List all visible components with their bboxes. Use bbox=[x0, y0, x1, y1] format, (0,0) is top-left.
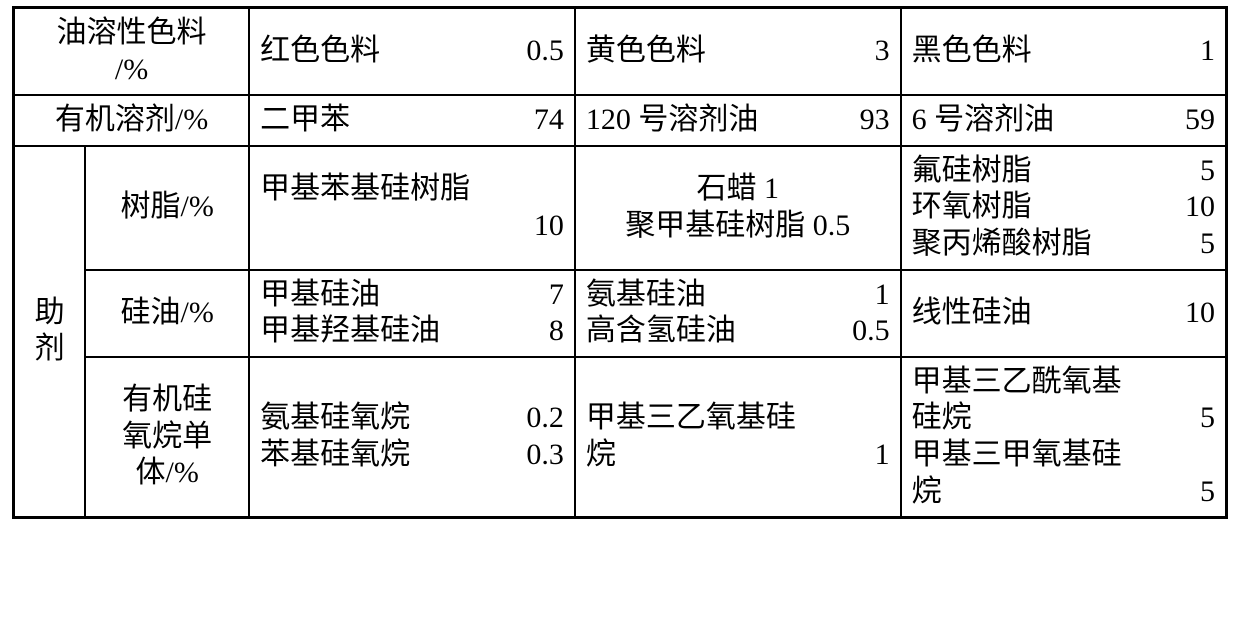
resin-c3-a-name: 氟硅树脂 bbox=[912, 153, 1032, 190]
aux-char-1: 助 bbox=[25, 295, 74, 332]
silox-c3-a1: 甲基三乙酰氧基 bbox=[912, 364, 1215, 401]
silox-c3-a2-val: 5 bbox=[1200, 400, 1215, 437]
silox-c2-l2-val: 1 bbox=[875, 437, 890, 474]
resin-c3-c-name: 聚丙烯酸树脂 bbox=[912, 226, 1092, 263]
pigment-c3-val: 1 bbox=[1200, 33, 1215, 70]
solvent-c1-name: 二甲苯 bbox=[260, 102, 350, 139]
cell-oil-c2: 氨基硅油 1 高含氢硅油 0.5 bbox=[575, 270, 901, 357]
cell-silox-c3: 甲基三乙酰氧基 硅烷 5 甲基三甲氧基硅 烷 5 bbox=[901, 357, 1227, 518]
header-pigment-l1: 油溶性色料 bbox=[25, 15, 238, 52]
oil-c1-a-name: 甲基硅油 bbox=[260, 277, 380, 314]
cell-solvent-c1: 二甲苯 74 bbox=[249, 95, 575, 146]
header-pigment: 油溶性色料 /% bbox=[14, 8, 250, 96]
solvent-c3-name: 6 号溶剂油 bbox=[912, 102, 1055, 139]
resin-c3-b-name: 环氧树脂 bbox=[912, 189, 1032, 226]
resin-c1-val: 10 bbox=[260, 208, 564, 245]
oil-c1-b-name: 甲基羟基硅油 bbox=[260, 313, 440, 350]
cell-pigment-c2: 黄色色料 3 bbox=[575, 8, 901, 96]
row-pigment: 油溶性色料 /% 红色色料 0.5 黄色色料 3 黑色色料 1 bbox=[14, 8, 1227, 96]
siloxane-h-l1: 有机硅 bbox=[96, 382, 238, 419]
row-solvent: 有机溶剂/% 二甲苯 74 120 号溶剂油 93 6 号溶剂油 59 bbox=[14, 95, 1227, 146]
silox-c2-l2-name: 烷 bbox=[586, 437, 616, 474]
pigment-c2-val: 3 bbox=[875, 33, 890, 70]
cell-solvent-c3: 6 号溶剂油 59 bbox=[901, 95, 1227, 146]
resin-c3-a-val: 5 bbox=[1200, 153, 1215, 190]
pigment-c2-name: 黄色色料 bbox=[586, 33, 706, 70]
row-siloxane: 有机硅 氧烷单 体/% 氨基硅氧烷 0.2 苯基硅氧烷 0.3 甲基三乙氧基硅 烷 … bbox=[14, 357, 1227, 518]
header-aux: 助 剂 bbox=[14, 146, 86, 518]
silox-c1-b-val: 0.3 bbox=[526, 437, 564, 474]
row-silicone-oil: 硅油/% 甲基硅油 7 甲基羟基硅油 8 氨基硅油 1 高含氢硅油 0.5 线性硅油 1… bbox=[14, 270, 1227, 357]
cell-resin-c1: 甲基苯基硅树脂 10 bbox=[249, 146, 575, 270]
silox-c3-b1: 甲基三甲氧基硅 bbox=[912, 437, 1215, 474]
oil-c2-b-name: 高含氢硅油 bbox=[586, 313, 736, 350]
oil-c2-a-name: 氨基硅油 bbox=[586, 277, 706, 314]
solvent-c3-val: 59 bbox=[1185, 102, 1215, 139]
resin-c1-line1: 甲基苯基硅树脂 bbox=[260, 171, 564, 208]
silox-c1-b-name: 苯基硅氧烷 bbox=[260, 437, 410, 474]
composition-table: 油溶性色料 /% 红色色料 0.5 黄色色料 3 黑色色料 1 有机溶剂/% bbox=[12, 6, 1228, 519]
silox-c3-a2-name: 硅烷 bbox=[912, 400, 972, 437]
header-siloxane: 有机硅 氧烷单 体/% bbox=[85, 357, 249, 518]
oil-c1-a-val: 7 bbox=[549, 277, 564, 314]
header-resin: 树脂/% bbox=[85, 146, 249, 270]
solvent-c1-val: 74 bbox=[534, 102, 564, 139]
cell-pigment-c3: 黑色色料 1 bbox=[901, 8, 1227, 96]
oil-c2-b-val: 0.5 bbox=[852, 313, 890, 350]
row-resin: 助 剂 树脂/% 甲基苯基硅树脂 10 石蜡 1 聚甲基硅树脂 0.5 氟硅树脂… bbox=[14, 146, 1227, 270]
header-silicone-oil: 硅油/% bbox=[85, 270, 249, 357]
silox-c1-a-name: 氨基硅氧烷 bbox=[260, 400, 410, 437]
pigment-c1-name: 红色色料 bbox=[260, 33, 380, 70]
header-solvent: 有机溶剂/% bbox=[14, 95, 250, 146]
oil-c2-a-val: 1 bbox=[875, 277, 890, 314]
cell-silox-c2: 甲基三乙氧基硅 烷 1 bbox=[575, 357, 901, 518]
cell-pigment-c1: 红色色料 0.5 bbox=[249, 8, 575, 96]
silox-c3-b2-name: 烷 bbox=[912, 474, 942, 511]
resin-c2-l1: 石蜡 1 bbox=[586, 171, 890, 208]
silox-c1-a-val: 0.2 bbox=[526, 400, 564, 437]
aux-char-2: 剂 bbox=[25, 331, 74, 368]
solvent-c2-name: 120 号溶剂油 bbox=[586, 102, 759, 139]
siloxane-h-l2: 氧烷单 bbox=[96, 419, 238, 456]
silox-c3-b2-val: 5 bbox=[1200, 474, 1215, 511]
header-pigment-l2: /% bbox=[25, 52, 238, 89]
silox-c2-l1: 甲基三乙氧基硅 bbox=[586, 400, 890, 437]
pigment-c1-val: 0.5 bbox=[526, 33, 564, 70]
cell-solvent-c2: 120 号溶剂油 93 bbox=[575, 95, 901, 146]
pigment-c3-name: 黑色色料 bbox=[912, 33, 1032, 70]
resin-c3-b-val: 10 bbox=[1185, 189, 1215, 226]
oil-c3-name: 线性硅油 bbox=[912, 295, 1032, 332]
oil-c1-b-val: 8 bbox=[549, 313, 564, 350]
siloxane-h-l3: 体/% bbox=[96, 455, 238, 492]
cell-oil-c1: 甲基硅油 7 甲基羟基硅油 8 bbox=[249, 270, 575, 357]
cell-silox-c1: 氨基硅氧烷 0.2 苯基硅氧烷 0.3 bbox=[249, 357, 575, 518]
resin-c3-c-val: 5 bbox=[1200, 226, 1215, 263]
cell-resin-c2: 石蜡 1 聚甲基硅树脂 0.5 bbox=[575, 146, 901, 270]
oil-c3-val: 10 bbox=[1185, 295, 1215, 332]
solvent-c2-val: 93 bbox=[860, 102, 890, 139]
cell-oil-c3: 线性硅油 10 bbox=[901, 270, 1227, 357]
cell-resin-c3: 氟硅树脂 5 环氧树脂 10 聚丙烯酸树脂 5 bbox=[901, 146, 1227, 270]
resin-c2-l2: 聚甲基硅树脂 0.5 bbox=[586, 208, 890, 245]
